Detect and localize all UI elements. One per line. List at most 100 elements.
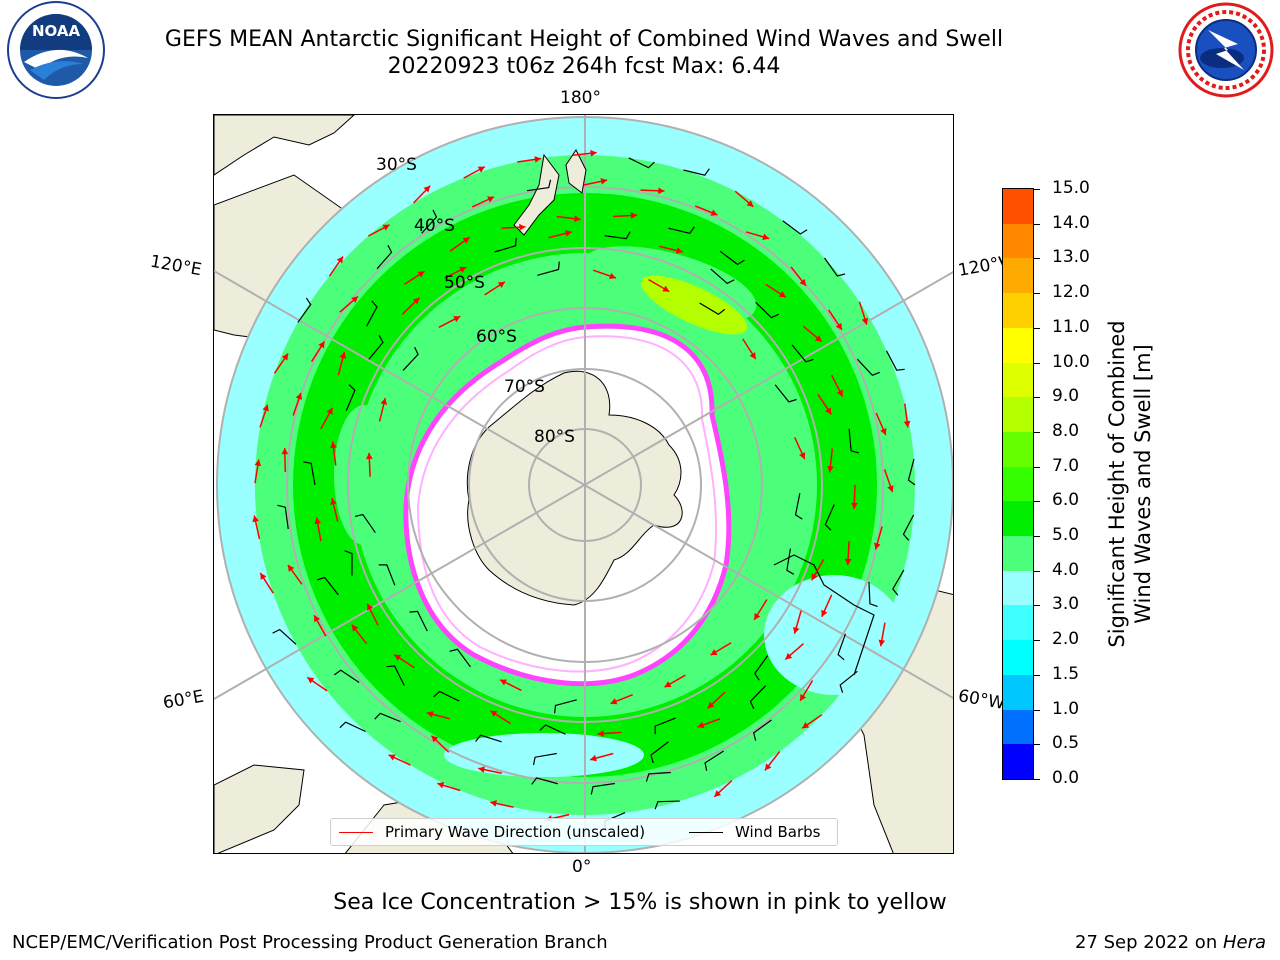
colorbar-segment — [1003, 292, 1033, 328]
colorbar-tick-label: 7.0 — [1052, 455, 1080, 476]
wind-barb — [526, 179, 552, 192]
wave-direction-arrowhead — [394, 654, 402, 661]
wind-barb — [297, 297, 312, 323]
colorbar-label-line2: Wind Waves and Swell [m] — [1131, 344, 1155, 624]
wave-direction-arrowhead — [287, 564, 295, 572]
wind-barb — [654, 800, 680, 810]
lon-label-60e: 60°E — [161, 686, 206, 714]
wind-barb — [752, 719, 772, 741]
wave-direction-arrowhead — [662, 285, 670, 292]
wind-barb — [719, 250, 745, 266]
wave-direction-arrowhead — [799, 452, 806, 460]
noaa-logo: NOAA — [0, 0, 112, 104]
wave-direction-arrowhead — [417, 271, 425, 278]
wave-direction-arrowhead — [764, 763, 772, 771]
wave-direction-arrowhead — [388, 754, 396, 761]
chart-title: GEFS MEAN Antarctic Significant Height o… — [164, 27, 1004, 52]
wind-barb — [791, 344, 814, 363]
wind-barb — [475, 734, 502, 743]
wave-direction-arrowhead — [814, 335, 822, 342]
colorbar — [1002, 188, 1034, 780]
wind-barb — [755, 301, 779, 319]
wind-barb — [316, 576, 339, 596]
colorbar-tick-label: 8.0 — [1052, 420, 1080, 441]
colorbar-tick-label: 6.0 — [1052, 490, 1080, 511]
wave-direction-arrowhead — [412, 297, 420, 305]
wave-direction-arrowhead — [610, 698, 618, 705]
wave-direction-arrowhead — [367, 603, 374, 611]
lon-label-180: 180° — [560, 88, 601, 108]
wave-direction-arrowhead — [676, 247, 683, 254]
wave-direction-arrowhead — [477, 166, 485, 173]
colorbar-segment — [1003, 362, 1033, 398]
wind-barb — [368, 335, 384, 360]
wave-direction-arrowhead — [821, 609, 828, 617]
wave-direction-arrowhead — [903, 420, 911, 428]
wave-direction-arrowhead — [426, 711, 434, 718]
wave-direction-arrowhead — [260, 572, 267, 580]
colorbar-segment — [1003, 674, 1033, 710]
lat-label-50s: 50°S — [444, 273, 485, 293]
wave-direction-arrowhead — [749, 352, 756, 360]
wind-barb — [376, 244, 393, 270]
wave-direction-arrowhead — [802, 722, 810, 729]
wave-direction-arrowhead — [630, 212, 638, 219]
wave-direction-arrowhead — [499, 679, 507, 686]
wind-barb — [374, 712, 401, 723]
wind-barb — [710, 268, 735, 285]
wave-direction-arrowhead — [519, 223, 526, 231]
wave-direction-arrowhead — [351, 624, 359, 632]
wind-barb — [354, 513, 376, 534]
svg-text:NOAA: NOAA — [32, 22, 81, 40]
wave-direction-arrowhead — [326, 407, 333, 415]
wind-barb — [449, 648, 471, 668]
wind-barb — [824, 504, 835, 531]
wind-barb — [531, 777, 558, 785]
wave-direction-arrowhead — [861, 317, 869, 325]
colorbar-segment — [1003, 396, 1033, 432]
wind-barb — [421, 209, 438, 234]
wave-direction-arrowhead — [574, 215, 581, 223]
wind-barb — [902, 514, 915, 541]
wind-barb — [532, 752, 557, 766]
new-zealand-land — [513, 153, 560, 236]
colorbar-segment — [1003, 327, 1033, 363]
wave-direction-arrowhead — [314, 615, 321, 623]
lon-label-60w: 60°W — [956, 686, 1007, 714]
wind-barb — [433, 690, 460, 702]
wave-direction-arrowhead — [382, 224, 390, 231]
colorbar-segment — [1003, 431, 1033, 467]
wind-barb — [704, 750, 724, 771]
wave-direction-arrowhead — [608, 272, 616, 280]
colorbar-tick-label: 14.0 — [1052, 212, 1090, 233]
wind-barb — [645, 771, 671, 782]
colorbar-segment — [1003, 466, 1033, 502]
colorbar-tick-label: 0.5 — [1052, 733, 1080, 754]
wave-direction-arrowhead — [490, 800, 497, 807]
wave-direction-arrowhead — [365, 452, 373, 460]
wind-barb — [749, 685, 767, 710]
wave-direction-arrowhead — [281, 448, 289, 455]
wind-barb — [754, 655, 769, 681]
wave-direction-arrowhead — [462, 237, 470, 244]
wave-direction-arrowhead — [478, 766, 485, 773]
lat-label-40s: 40°S — [414, 216, 455, 236]
wave-direction-arrowhead — [330, 441, 337, 449]
wind-barb — [537, 261, 560, 276]
wave-direction-arrowhead — [710, 209, 718, 216]
colorbar-tick-label: 1.0 — [1052, 698, 1080, 719]
antarctica-land — [466, 370, 683, 606]
colorbar-segment — [1003, 709, 1033, 745]
wind-barb — [553, 699, 577, 714]
wind-barb — [699, 302, 726, 316]
wave-direction-arrowhead — [710, 649, 718, 656]
legend-label-wave: Primary Wave Direction (unscaled) — [385, 823, 646, 841]
credit-branch: NCEP/EMC/Verification Post Processing Pr… — [12, 932, 608, 953]
map-legend: Primary Wave Direction (unscaled) Wind B… — [330, 818, 838, 846]
wave-direction-arrowhead — [459, 266, 467, 273]
colorbar-tick-label: 3.0 — [1052, 594, 1080, 615]
wind-barb — [892, 569, 905, 596]
wave-direction-arrowhead — [590, 754, 597, 762]
legend-swatch-red-line — [339, 831, 373, 833]
wave-direction-arrowhead — [600, 178, 608, 185]
